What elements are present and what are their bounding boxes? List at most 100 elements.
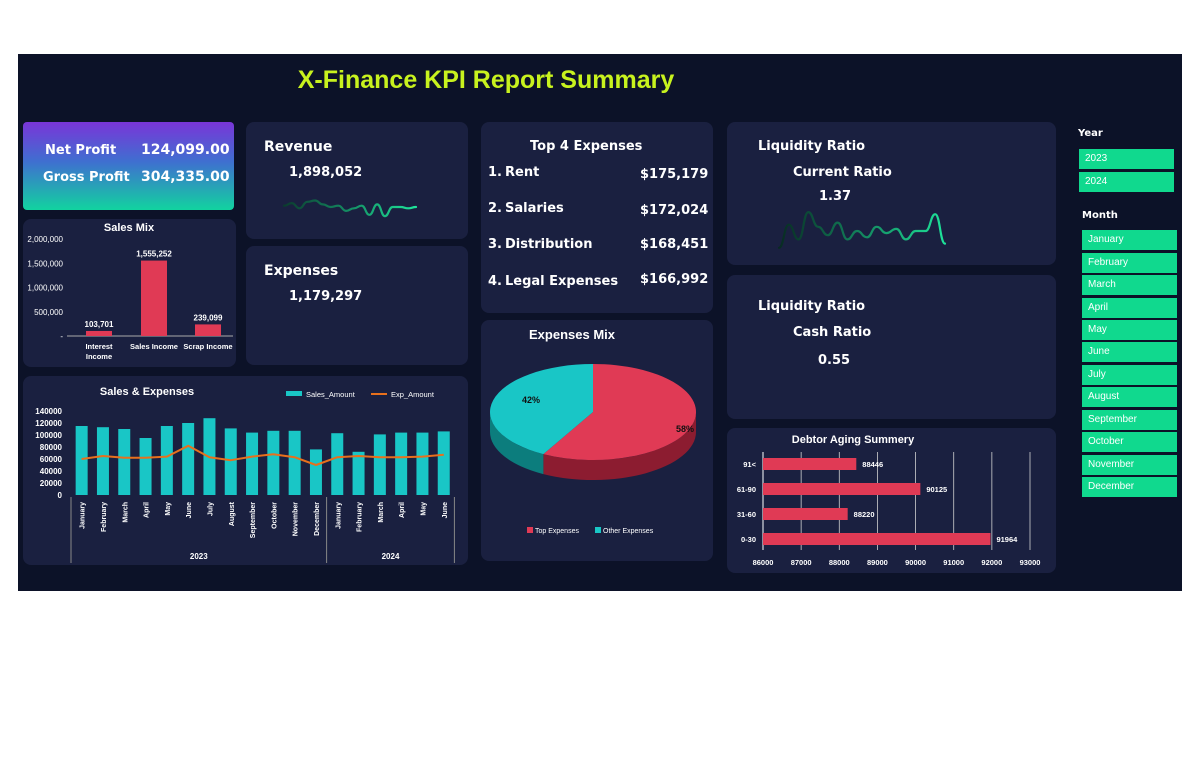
cash-ratio-card: Liquidity Ratio Cash Ratio 0.55 (727, 275, 1056, 419)
x-tick-label: November (293, 502, 300, 537)
month-option-december[interactable]: December (1082, 477, 1177, 497)
month-option-november[interactable]: November (1082, 455, 1177, 475)
x-tick-label: February (357, 502, 364, 532)
x-tick-label: October (271, 502, 278, 529)
revenue-sparkline (282, 199, 418, 218)
dashboard: X-Finance KPI Report Summary Net Profit … (18, 54, 1182, 591)
liquidity-title: Liquidity Ratio (758, 139, 866, 154)
expenses-label: Expenses (264, 263, 339, 279)
sales-mix-card: Sales Mix 2,000,000 1,500,000 1,000,000 500,… (23, 219, 236, 367)
bar (224, 428, 237, 495)
top-expenses-card: Top 4 Expenses 1. Rent $175,179 2. Salar… (481, 122, 713, 313)
data-label: 58% (676, 424, 694, 434)
month-option-march[interactable]: March (1082, 275, 1177, 295)
gross-profit-value: 304,335.00 (141, 169, 230, 185)
bar (763, 458, 857, 470)
pie-side (490, 412, 544, 475)
data-label: 1,555,252 (136, 250, 172, 259)
y-tick-label: 140000 (35, 407, 62, 416)
category-label: Sales Income (130, 342, 178, 351)
x-tick-label: August (229, 501, 236, 526)
month-option-october[interactable]: October (1082, 432, 1177, 452)
x-tick-label: 88000 (829, 558, 850, 567)
data-label: 103,701 (85, 320, 114, 329)
month-option-april[interactable]: April (1082, 298, 1177, 318)
cash-ratio-sparkline (727, 275, 1056, 419)
bar (395, 432, 408, 495)
x-tick-label: 89000 (867, 558, 888, 567)
data-label: 88446 (862, 460, 883, 469)
x-tick-label: April (144, 502, 151, 518)
x-tick-label: December (314, 502, 321, 536)
sales-mix-chart: Sales Mix 2,000,000 1,500,000 1,000,000 500,… (27, 222, 233, 361)
y-tick-label: 500,000 (34, 308, 63, 317)
top-expenses-title: Top 4 Expenses (530, 139, 643, 154)
sparkline (777, 210, 947, 249)
data-label: 90125 (926, 485, 947, 494)
x-tick-label: 87000 (791, 558, 812, 567)
month-option-august[interactable]: August (1082, 387, 1177, 407)
chart-title: Sales Mix (104, 222, 155, 234)
x-tick-label: April (399, 502, 406, 518)
year-option-2024[interactable]: 2024 (1079, 172, 1174, 192)
month-option-july[interactable]: July (1082, 365, 1177, 385)
x-tick-label: February (101, 502, 108, 532)
expense-row: 2. Salaries $172,024 (481, 201, 713, 221)
cash-ratio-value: 0.55 (818, 353, 851, 368)
expense-value: $175,179 (640, 167, 709, 182)
revenue-label: Revenue (264, 139, 333, 155)
month-option-february[interactable]: February (1082, 253, 1177, 273)
data-label: 88220 (854, 510, 875, 519)
legend-swatch-sales (286, 391, 302, 396)
category-label: 0-30 (741, 535, 756, 544)
expense-row: 4. Legal Expenses $166,992 (481, 272, 713, 294)
month-option-january[interactable]: January (1082, 230, 1177, 250)
legend-swatch (595, 527, 601, 533)
expense-rank: 4. (488, 274, 502, 289)
expenses-card: Expenses 1,179,297 (246, 246, 468, 365)
month-option-june[interactable]: June (1082, 342, 1177, 362)
revenue-card: Revenue 1,898,052 (246, 122, 468, 239)
expense-name: Distribution (505, 237, 593, 252)
bar (246, 432, 259, 495)
expense-value: $166,992 (640, 272, 709, 287)
bar (75, 426, 88, 495)
data-label: 42% (522, 395, 540, 405)
x-tick-label: July (207, 502, 214, 516)
year-option-2023[interactable]: 2023 (1079, 149, 1174, 169)
expense-name: Legal Expenses (505, 274, 619, 289)
sales-expenses-chart: Sales & Expenses Sales_Amount Exp_Amount 14… (35, 386, 455, 563)
y-tick-label: 2,000,000 (27, 235, 63, 244)
legend-label: Other Expenses (603, 528, 654, 535)
pie-side (543, 412, 696, 480)
sales-expenses-card: Sales & Expenses Sales_Amount Exp_Amount 14… (23, 376, 468, 565)
month-slicer-title: Month (1082, 210, 1118, 221)
bar (437, 431, 450, 495)
month-option-may[interactable]: May (1082, 320, 1177, 340)
x-tick-label: 93000 (1020, 558, 1041, 567)
net-profit-value: 124,099.00 (141, 142, 230, 158)
y-tick-label: 20000 (40, 479, 63, 488)
expense-rank: 1. (488, 165, 502, 180)
bar (118, 429, 131, 495)
bar (96, 427, 109, 495)
category-label: 61-90 (737, 485, 756, 494)
x-tick-label: 92000 (981, 558, 1002, 567)
bar (86, 330, 112, 336)
bar (373, 434, 386, 495)
bar (141, 260, 167, 336)
expenses-value: 1,179,297 (289, 289, 363, 304)
x-tick-label: January (335, 502, 342, 529)
category-label: Scrap Income (183, 342, 232, 351)
expense-value: $168,451 (640, 237, 709, 252)
expenses-mix-card: Expenses Mix 58% 42% Top Expenses Other Expe… (481, 320, 713, 561)
chart-title: Expenses Mix (529, 327, 616, 342)
bar (139, 438, 152, 495)
debtor-aging-chart: Debtor Aging Summery 86000 87000 88000 89000… (737, 434, 1041, 567)
year-group-label: 2023 (190, 552, 208, 561)
expenses-mix-chart: Expenses Mix 58% 42% Top Expenses Other Expe… (490, 327, 696, 535)
y-tick-label: 100000 (35, 431, 62, 440)
current-ratio-value: 1.37 (819, 189, 852, 204)
expense-rank: 3. (488, 237, 502, 252)
month-option-september[interactable]: September (1082, 410, 1177, 430)
